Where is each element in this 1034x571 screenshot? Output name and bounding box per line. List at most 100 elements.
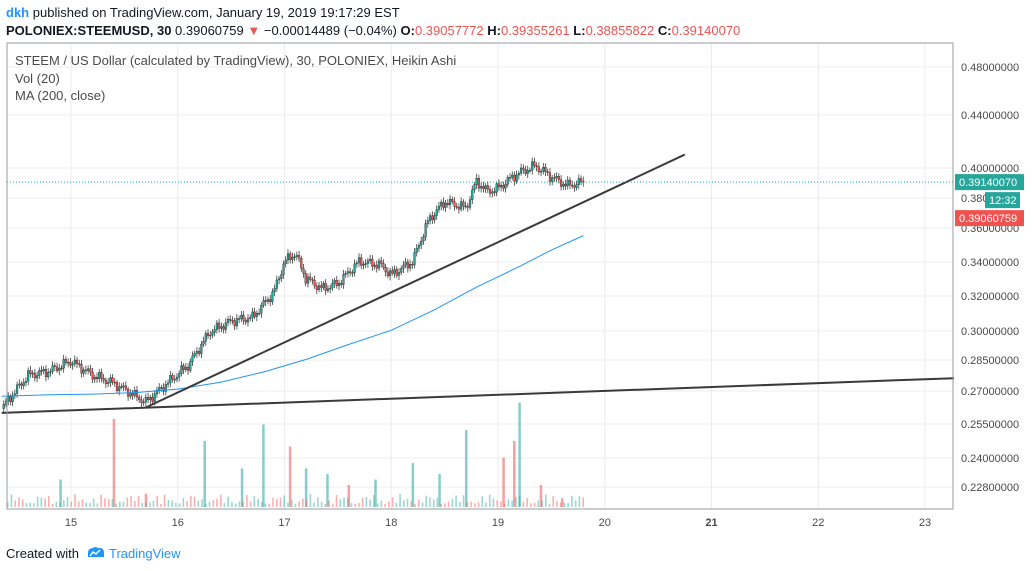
volume-bar [571,495,573,507]
candle-body [577,178,580,185]
candle-body [362,264,365,266]
candle-body [87,368,90,371]
candle-body [337,283,341,286]
candle-body [206,333,210,336]
candle-body [371,258,374,267]
candle-body [355,262,358,265]
candle-body [49,371,52,373]
volume-bar [339,499,342,507]
volume-bar [279,497,282,507]
candle-body [351,272,354,274]
candle-body [144,396,147,403]
candle-body [551,177,554,182]
volume-bar [406,498,409,507]
candle-body [404,261,407,266]
candle-body [515,174,518,182]
candle-body [178,373,181,378]
price-tags: 0.39140070 12:32 0.39060759 [955,174,1024,227]
volume-bar [429,497,431,507]
volume-bar [563,502,566,507]
y-tick-label: 0.30000000 [961,326,1019,338]
candle-body [540,171,543,173]
candle-body [344,273,347,275]
volume-bar [485,502,487,507]
candle-body [138,396,141,401]
candle-body [149,397,152,401]
x-tick-label: 18 [385,517,397,529]
volume-bar [582,497,584,507]
volume-bar [59,503,61,507]
plot-frame [6,42,954,510]
candle-body [40,370,43,372]
candle-body [107,382,110,384]
y-tick-label: 0.27000000 [961,386,1019,398]
candle-body [566,179,569,187]
candle-body [495,183,498,193]
candle-body [537,166,540,173]
volume-bar [500,501,502,507]
candle-body [100,372,103,379]
candle-body [118,386,121,391]
volume-bar [533,502,536,507]
candle-body [564,183,567,187]
candle-body [497,183,500,188]
volume-bar [77,501,80,507]
candle-body [289,253,292,260]
volume-bar [365,497,368,507]
volume-bar [530,503,532,507]
candle-body [151,397,154,402]
volume-bar [470,501,472,507]
volume-bar [414,503,416,507]
candle-body [415,248,418,253]
volume-bar [272,497,274,507]
volume-bar [391,497,394,507]
candle-body [7,396,10,402]
candle-body [62,359,65,369]
author-link[interactable]: dkh [6,5,30,20]
candle-body [280,274,283,279]
candle-body [222,326,225,330]
volume-bar [518,402,521,507]
candle-body [411,264,414,266]
candle-body [511,174,514,178]
volume-bar [163,494,166,507]
tradingview-link[interactable]: TradingView [108,546,181,561]
volume-bar [96,503,99,507]
volume-bar [574,500,577,507]
candle-body [286,253,290,261]
volume-bar [156,495,158,507]
candle-body [55,366,59,371]
volume-bar [417,499,420,507]
volume-bar [539,485,543,507]
candle-body [324,283,327,291]
candle-body [326,288,330,291]
candle-body [42,369,45,372]
volume-bar [361,497,364,507]
volume-bar [112,419,116,507]
volume-bar [346,497,349,507]
price-change: −0.00014489 (−0.04%) [263,23,397,38]
volume-bar [89,503,91,507]
volume-bar [425,495,428,507]
candle-body [173,378,176,381]
candle-body [433,215,436,221]
volume-bar [544,494,547,507]
candle-body [15,384,19,394]
candle-body [211,332,214,336]
volume-bar [464,430,468,507]
candle-body [182,365,185,370]
candle-body [397,272,401,276]
candle-body [422,236,425,242]
volume-bar [115,503,117,507]
volume-bar [567,503,569,507]
candle-body [395,269,398,276]
volume-bar [335,495,338,507]
volume-bar [246,495,248,507]
volume-bar [223,503,226,507]
volume-bar [249,501,252,507]
candle-body [300,258,303,269]
candle-body [67,361,70,364]
volume-bar [238,501,241,507]
volume-bar [59,479,62,507]
